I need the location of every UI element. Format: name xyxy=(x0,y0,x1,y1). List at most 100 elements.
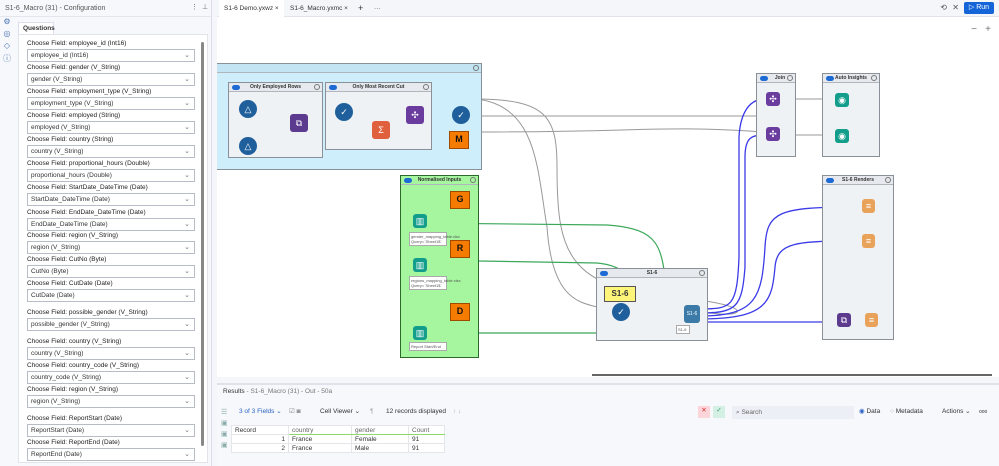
metadata-radio[interactable]: ○ Metadata xyxy=(890,408,923,415)
field-select[interactable]: country (V_String) ⌄ xyxy=(27,347,195,360)
select-tool-icon[interactable]: ✓ xyxy=(335,103,353,121)
auto-insights-tool-icon[interactable]: ◉ xyxy=(835,93,849,107)
tab-macro[interactable]: S1-6_Macro.yxmc × xyxy=(290,5,348,12)
field-select[interactable]: CutDate (Date) ⌄ xyxy=(27,289,195,302)
side-icons[interactable]: ☰ ▣ ▣ ▣ xyxy=(221,409,228,449)
more-icon[interactable]: ooo xyxy=(979,409,988,415)
select-tool-icon[interactable]: ✓ xyxy=(452,106,470,124)
column-header[interactable]: Count xyxy=(408,425,445,435)
field-question: Choose Field: gender (V_String) gender (V… xyxy=(27,63,195,86)
pin-icon[interactable]: ⊥ xyxy=(202,4,209,11)
field-question: Choose Field: employed (String) employed … xyxy=(27,111,195,134)
union-tool-icon[interactable]: ⧉ xyxy=(290,114,308,132)
collapse-icon[interactable] xyxy=(470,177,476,183)
toggle[interactable] xyxy=(600,271,608,276)
collapse-icon[interactable] xyxy=(787,75,793,81)
magic-icon[interactable]: ✕ xyxy=(952,3,959,12)
toggle[interactable] xyxy=(329,85,337,90)
toggle[interactable] xyxy=(232,85,240,90)
container-s1-6-renders[interactable]: S1-6 Renders xyxy=(822,175,894,340)
collapse-icon[interactable] xyxy=(473,65,479,71)
join-tool-icon[interactable]: ✣ xyxy=(406,106,424,124)
collapse-icon[interactable] xyxy=(314,84,320,90)
render-tool-icon[interactable]: ≡ xyxy=(862,234,875,248)
render-tool-icon[interactable]: ≡ xyxy=(862,199,875,213)
sort-arrows-icon[interactable]: ↑ ↓ xyxy=(453,408,462,415)
tag-icon[interactable]: ◇ xyxy=(3,41,11,50)
tool-annotation: S1-6 xyxy=(676,325,690,334)
container-auto-insights[interactable]: Auto Insights xyxy=(822,73,880,157)
field-select[interactable]: CutNo (Byte) ⌄ xyxy=(27,265,195,278)
table-row[interactable]: 2 France Male 91 xyxy=(231,443,445,453)
tab-demo[interactable]: S1-6 Demo.yxwz × xyxy=(219,0,284,17)
tab-questions[interactable]: Questions xyxy=(18,22,55,34)
zoom-in-icon[interactable]: + xyxy=(985,24,991,35)
select-tool-icon[interactable]: ✓ xyxy=(612,303,630,321)
field-select[interactable]: gender (V_String) ⌄ xyxy=(27,73,195,86)
run-button[interactable]: ▷ Run xyxy=(964,2,994,14)
macro-tool-icon[interactable]: S1-6 xyxy=(684,305,700,323)
collapse-icon[interactable] xyxy=(423,84,429,90)
workflow-canvas[interactable]: Only Employed Rows Only Most Recent Cut … xyxy=(217,17,999,377)
container-join[interactable]: Join xyxy=(756,73,796,157)
field-select[interactable]: EndDate_DateTime (Date) ⌄ xyxy=(27,218,195,231)
zoom-out-icon[interactable]: − xyxy=(971,24,977,35)
annotation-icon[interactable]: ◎ xyxy=(3,29,11,38)
cell-viewer-dropdown[interactable]: Cell Viewer ⌄ xyxy=(320,408,361,415)
collapse-icon[interactable] xyxy=(885,177,891,183)
data-radio[interactable]: ◉ Data xyxy=(859,408,881,415)
clear-icon[interactable]: ✕ xyxy=(698,406,710,418)
scrollbar[interactable] xyxy=(201,42,204,446)
field-select[interactable]: region (V_String) ⌄ xyxy=(27,395,195,408)
column-header[interactable]: Record xyxy=(231,425,289,435)
gear-icon[interactable]: ⚙ xyxy=(3,17,11,26)
filter-tool-icon[interactable]: △ xyxy=(239,100,257,118)
field-select[interactable]: proportional_hours (Double) ⌄ xyxy=(27,169,195,182)
results-table: Record country gender Count 1 France Femal… xyxy=(231,425,445,453)
column-header[interactable]: gender xyxy=(351,425,409,435)
container-title: S1-6 Renders xyxy=(842,177,874,183)
field-select[interactable]: region (V_String) ⌄ xyxy=(27,241,195,254)
render-tool-icon[interactable]: ≡ xyxy=(865,313,878,327)
collapse-icon[interactable] xyxy=(699,270,705,276)
input-tool-icon[interactable]: ▥ xyxy=(413,326,427,340)
auto-insights-tool-icon[interactable]: ◉ xyxy=(835,129,849,143)
more-tabs-icon[interactable]: ··· xyxy=(374,5,381,12)
history-icon[interactable]: ⟲ xyxy=(940,3,947,12)
paragraph-icon[interactable]: ¶ xyxy=(370,408,374,415)
apply-icon[interactable]: ✓ xyxy=(713,406,725,418)
field-select[interactable]: possible_gender (V_String) ⌄ xyxy=(27,318,195,331)
field-select[interactable]: ReportStart (Date) ⌄ xyxy=(27,424,195,437)
field-select[interactable]: country_code (V_String) ⌄ xyxy=(27,371,195,384)
filter-tool-icon[interactable]: △ xyxy=(239,137,257,155)
field-select[interactable]: StartDate_DateTime (Date) ⌄ xyxy=(27,193,195,206)
toggle[interactable] xyxy=(826,76,834,81)
more-icon[interactable]: ⋮ xyxy=(191,4,198,11)
toggle[interactable] xyxy=(826,178,834,183)
toggle[interactable] xyxy=(760,76,768,81)
connection xyxy=(699,240,858,320)
help-icon[interactable]: ⓘ xyxy=(3,54,11,63)
label-m: M xyxy=(449,131,469,149)
horizontal-scrollbar[interactable] xyxy=(592,374,992,376)
join-tool-icon[interactable]: ✣ xyxy=(766,92,780,106)
checkbox-icon[interactable]: ☑ ◙ xyxy=(289,408,301,415)
union-tool-icon[interactable]: ⧉ xyxy=(837,313,851,327)
table-row[interactable]: 1 France Female 91 xyxy=(231,434,445,444)
actions-dropdown[interactable]: Actions ⌄ xyxy=(942,408,971,415)
summarize-tool-icon[interactable]: Σ xyxy=(372,121,390,139)
add-tab-icon[interactable]: + xyxy=(358,3,364,13)
input-tool-icon[interactable]: ▥ xyxy=(413,214,427,228)
field-select[interactable]: country (V_String) ⌄ xyxy=(27,145,195,158)
column-header[interactable]: country xyxy=(288,425,352,435)
toggle[interactable] xyxy=(404,178,412,183)
field-select[interactable]: employee_id (Int16) ⌄ xyxy=(27,49,195,62)
search-input[interactable]: ⌕ Search xyxy=(732,406,854,419)
fields-dropdown[interactable]: 3 of 3 Fields ⌄ xyxy=(239,408,282,415)
field-select[interactable]: ReportEnd (Date) ⌄ xyxy=(27,448,195,461)
join-tool-icon[interactable]: ✣ xyxy=(766,127,780,141)
field-select[interactable]: employment_type (V_String) ⌄ xyxy=(27,97,195,110)
field-select[interactable]: employed (V_String) ⌄ xyxy=(27,121,195,134)
collapse-icon[interactable] xyxy=(871,75,877,81)
input-tool-icon[interactable]: ▥ xyxy=(413,258,427,272)
